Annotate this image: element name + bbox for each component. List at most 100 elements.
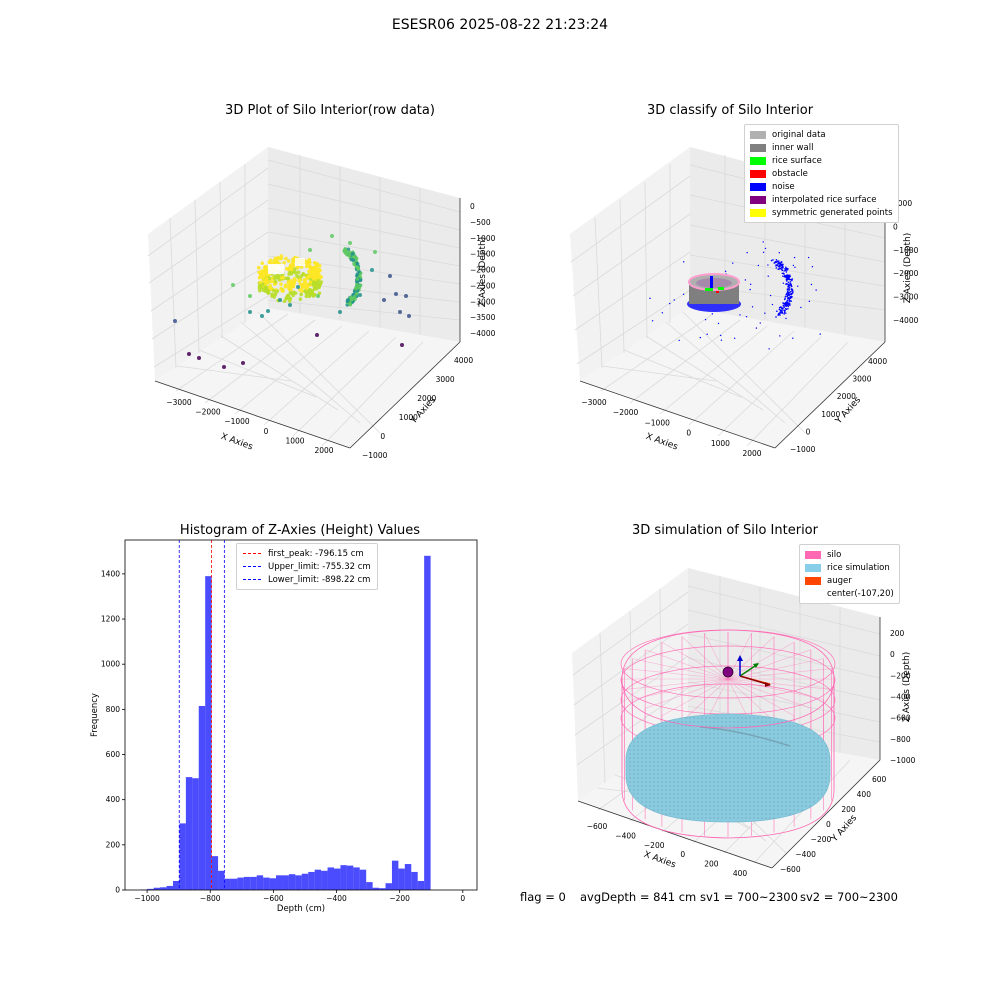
p1-point bbox=[302, 280, 307, 285]
p2-noise-point bbox=[782, 275, 784, 277]
p1-point bbox=[353, 297, 357, 301]
p2-noise-point bbox=[780, 306, 783, 309]
p1-point bbox=[261, 288, 266, 293]
p2-noise-ring bbox=[687, 296, 741, 312]
p2-noise-point bbox=[732, 262, 734, 264]
p2-noise-point bbox=[731, 282, 734, 284]
p2-noise-point bbox=[785, 278, 788, 280]
p1-point bbox=[314, 265, 319, 270]
p1-point bbox=[355, 277, 360, 282]
p1-point bbox=[317, 291, 322, 295]
p1-x-ticks: −3000−2000−1000 0 1000 2000 bbox=[166, 398, 333, 455]
p2-legend-item: obstacle bbox=[750, 167, 893, 180]
p1-point bbox=[289, 272, 294, 276]
p1-x-tick: −2000 bbox=[195, 408, 221, 417]
p2-noise-point bbox=[784, 269, 787, 272]
p1-point bbox=[293, 291, 298, 296]
p2-noise-point bbox=[716, 300, 718, 303]
p1-point bbox=[279, 282, 283, 287]
p1-point bbox=[272, 258, 277, 263]
p1-point bbox=[344, 249, 349, 254]
p1-y-tick: 4000 bbox=[454, 356, 473, 365]
p4-legend-label: rice simulation bbox=[827, 562, 890, 573]
p1-point bbox=[263, 268, 267, 272]
p2-noise-point bbox=[797, 285, 799, 287]
p3-bar bbox=[276, 875, 283, 890]
p2-noise-point bbox=[769, 294, 772, 297]
p2-legend-label: inner wall bbox=[772, 142, 814, 153]
p1-point bbox=[352, 254, 356, 258]
p1-point bbox=[264, 275, 268, 280]
p1-point bbox=[266, 274, 270, 279]
panel4-title: 3D simulation of Silo Interior bbox=[632, 523, 818, 538]
p1-point bbox=[353, 286, 358, 291]
p2-noise-point bbox=[785, 276, 787, 279]
p1-point bbox=[264, 281, 268, 286]
p1-point bbox=[351, 298, 356, 302]
p1-point bbox=[264, 281, 269, 286]
p1-x-tick: 1000 bbox=[285, 436, 304, 445]
p2-noise-point bbox=[787, 285, 790, 288]
p1-point bbox=[263, 278, 268, 283]
p2-noise-point bbox=[787, 278, 790, 281]
p1-point bbox=[265, 274, 269, 279]
p1-point bbox=[317, 276, 322, 281]
p2-noise-point bbox=[778, 264, 781, 267]
p1-point bbox=[268, 258, 273, 263]
p1-point bbox=[285, 276, 290, 281]
p3-frame bbox=[124, 539, 478, 891]
p1-point bbox=[312, 292, 317, 297]
p2-noise-point bbox=[807, 256, 810, 259]
p1-point bbox=[300, 285, 305, 290]
p4-z-tick: −1000 bbox=[890, 756, 916, 765]
p1-point bbox=[314, 264, 319, 268]
p1-point bbox=[299, 274, 304, 278]
p3-bar bbox=[263, 877, 270, 890]
p1-point bbox=[318, 268, 322, 273]
p1-point bbox=[292, 281, 297, 285]
p2-noise-point bbox=[781, 268, 783, 271]
p1-point bbox=[316, 283, 320, 288]
p1-point bbox=[315, 274, 320, 278]
p1-point bbox=[350, 297, 354, 302]
p1-point bbox=[356, 265, 361, 270]
p1-point bbox=[302, 278, 307, 282]
p4-silo-back bbox=[620, 629, 836, 753]
p1-point bbox=[312, 282, 316, 287]
p2-noise-point bbox=[782, 282, 785, 284]
p1-point bbox=[241, 361, 245, 365]
p1-point bbox=[309, 273, 314, 278]
p1-point bbox=[283, 276, 288, 281]
p1-point bbox=[298, 288, 302, 292]
p1-point bbox=[310, 269, 315, 274]
p2-noise-point bbox=[791, 278, 794, 280]
p1-point bbox=[277, 274, 281, 279]
p1-point bbox=[349, 252, 354, 256]
p2-noise-point bbox=[782, 307, 784, 310]
p2-legend-item: interpolated rice surface bbox=[750, 193, 893, 206]
p1-point bbox=[306, 283, 310, 287]
p2-noise-point bbox=[789, 291, 791, 294]
p4-silo-roof-line bbox=[727, 678, 811, 709]
p4-silo-roof-line bbox=[727, 633, 752, 680]
p2-noise-point bbox=[775, 261, 778, 263]
p4-legend-label: auger bbox=[827, 575, 852, 586]
p2-noise-point bbox=[786, 302, 789, 305]
p1-point bbox=[284, 283, 288, 287]
p1-point bbox=[288, 264, 293, 269]
p2-y-tick: 4000 bbox=[868, 357, 887, 366]
p1-point bbox=[314, 282, 319, 287]
p2-noise-point bbox=[767, 275, 769, 277]
p2-noise-point bbox=[777, 314, 780, 316]
p3-y-tick: 800 bbox=[106, 705, 121, 714]
p2-noise-point bbox=[789, 284, 792, 286]
p4-x-label: X Axies bbox=[642, 850, 677, 871]
status-flag: flag = 0 bbox=[520, 890, 566, 904]
p1-point bbox=[312, 286, 317, 290]
p1-point bbox=[303, 279, 308, 284]
p2-y-tick: 1000 bbox=[821, 410, 840, 419]
p2-x-tick: 1000 bbox=[711, 439, 730, 448]
p1-point bbox=[274, 290, 278, 295]
p1-point bbox=[351, 258, 356, 263]
p1-point bbox=[263, 275, 267, 279]
